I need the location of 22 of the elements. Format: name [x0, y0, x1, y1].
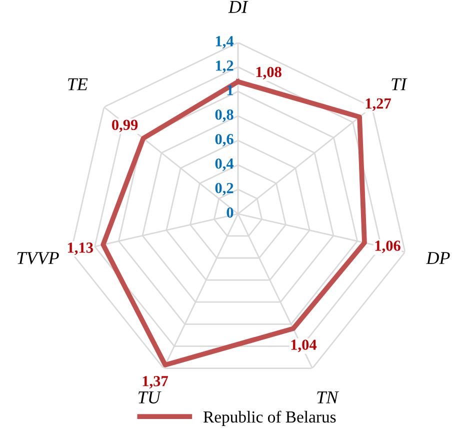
spoke-label: TN: [317, 391, 339, 404]
y-tick-label: 0,6: [215, 134, 234, 146]
data-label: 1,13: [68, 242, 93, 256]
spoke-label: TU: [138, 391, 162, 404]
y-tick-label: 0: [226, 207, 234, 218]
y-tick-label: 0,2: [215, 182, 234, 196]
data-label: 1,37: [142, 376, 168, 389]
spoke-label: TI: [392, 78, 408, 90]
data-label: 1,04: [291, 340, 317, 352]
y-tick-label: 0,4: [215, 158, 234, 171]
spoke-label: DI: [228, 1, 248, 13]
y-tick-label: 0,8: [215, 109, 234, 122]
spoke-label: TE: [68, 78, 88, 90]
y-tick-label: 1,2: [216, 60, 234, 74]
data-label: 1,08: [256, 66, 282, 80]
legend-label: Republic of Belarus: [203, 410, 336, 426]
spoke-label: DP: [426, 252, 450, 264]
data-label: 1,06: [375, 240, 400, 254]
y-tick-label: 1,4: [216, 36, 234, 49]
spoke-label: TVVP: [17, 252, 59, 264]
data-label: 1,27: [366, 98, 391, 111]
data-label: 0,99: [112, 120, 138, 132]
